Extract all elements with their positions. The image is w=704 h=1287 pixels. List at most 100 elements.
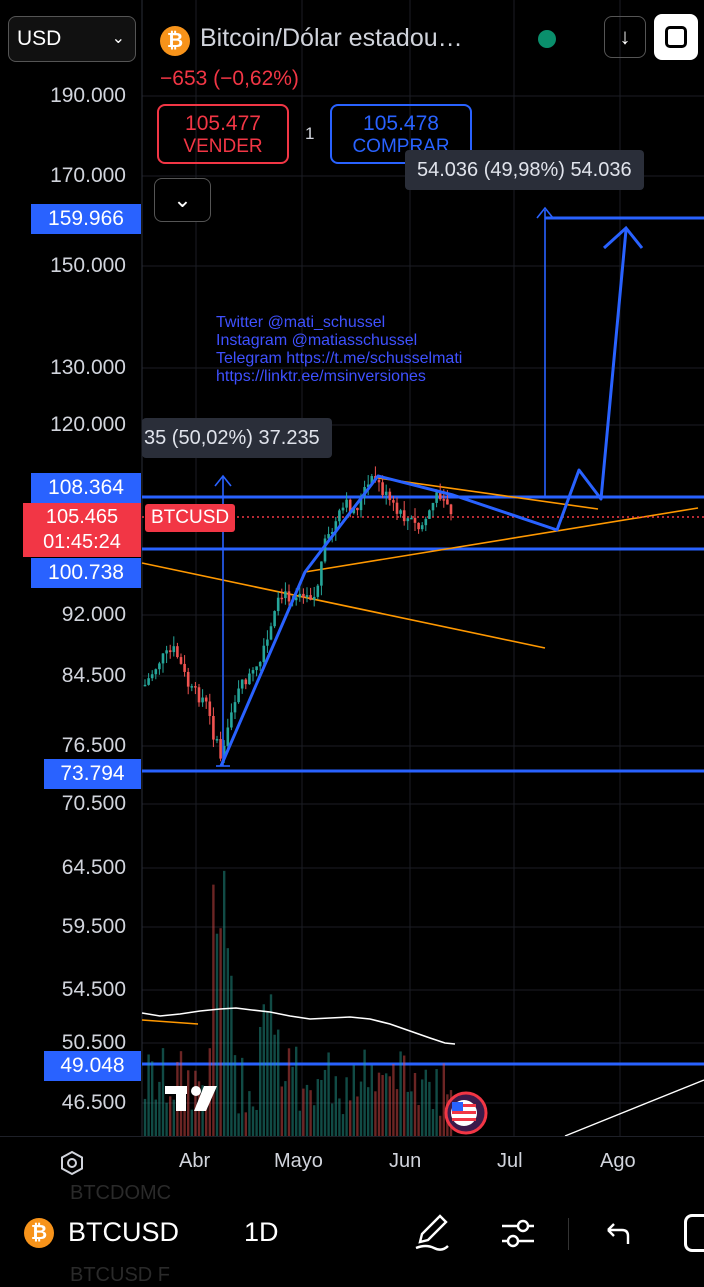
more-tools-icon[interactable] — [684, 1214, 704, 1252]
social-twitter: Twitter @mati_schussel — [216, 314, 386, 331]
volume-bar — [223, 870, 226, 1136]
volume-bar — [194, 1070, 197, 1136]
volume-bar — [338, 1098, 341, 1136]
candle-body — [302, 593, 305, 598]
download-icon: ↓ — [619, 24, 631, 49]
sliders-icon[interactable] — [498, 1214, 538, 1254]
chevron-down-icon: ⌄ — [111, 30, 125, 47]
volume-bar — [161, 1048, 165, 1136]
time-axis[interactable] — [0, 1136, 704, 1188]
candle-body — [262, 645, 266, 663]
current-price-tag: 105.465 01:45:24 — [23, 503, 141, 557]
symbol-header[interactable]: ₿ Bitcoin/Dólar estadou… — [160, 24, 530, 58]
candle-body — [435, 492, 438, 503]
volume-bar — [316, 1079, 319, 1136]
orange-trendlines — [141, 477, 699, 1025]
collapse-button[interactable]: ⌄ — [154, 178, 211, 222]
candle-body — [190, 686, 194, 688]
fullscreen-button[interactable] — [654, 14, 698, 60]
volume-bar — [284, 1081, 287, 1136]
currency-label: USD — [17, 27, 62, 50]
volume-bar — [385, 1073, 388, 1136]
candle-body — [334, 521, 338, 532]
bottom-symbol: BTCUSD — [68, 1217, 180, 1247]
volume-bar — [143, 1098, 147, 1136]
candle-body — [276, 597, 280, 612]
bar-countdown: 01:45:24 — [43, 531, 121, 553]
pencil-icon[interactable] — [412, 1212, 452, 1252]
candle-body — [237, 688, 240, 703]
candle-body — [316, 585, 320, 597]
candle-body — [366, 484, 370, 488]
volume-bar — [269, 994, 273, 1136]
volume-bar — [248, 1091, 251, 1136]
candle-body — [377, 479, 381, 483]
symbol-selector[interactable]: ₿ BTCUSD — [24, 1216, 204, 1252]
volume-bar — [266, 1011, 269, 1136]
volume-bar — [367, 1087, 370, 1136]
volume-bar — [356, 1096, 359, 1136]
download-button[interactable]: ↓ — [604, 16, 646, 58]
undo-icon[interactable] — [602, 1218, 634, 1250]
sell-button[interactable]: 105.477 VENDER — [157, 104, 289, 164]
axis-tick: 170.000 — [50, 164, 126, 187]
volume-bar — [392, 1063, 395, 1136]
bitcoin-icon: ₿ — [160, 26, 190, 56]
axis-tick: 76.500 — [61, 734, 126, 757]
volume-bar — [147, 1054, 150, 1136]
candle-body — [197, 687, 201, 703]
candle-body — [233, 702, 237, 713]
candle-body — [143, 684, 147, 687]
volume-bar — [280, 1086, 283, 1136]
volume-ma-tail — [564, 1079, 704, 1137]
settings-icon[interactable] — [58, 1149, 86, 1177]
volume-bar — [295, 1046, 298, 1136]
time-tick: Mayo — [274, 1150, 323, 1172]
volume-ma-line — [141, 1007, 456, 1045]
candlesticks — [143, 466, 453, 764]
candle-body — [388, 491, 392, 501]
candle-body — [428, 510, 431, 519]
volume-bar — [244, 1112, 247, 1136]
candle-body — [215, 739, 219, 741]
volume-bar — [349, 1100, 352, 1136]
volume-bar — [302, 1088, 305, 1136]
candle-body — [212, 715, 215, 740]
candle-body — [402, 510, 406, 522]
candle-body — [420, 525, 424, 530]
volume-bar — [259, 1026, 262, 1136]
candle-body — [161, 653, 165, 664]
horizontal-levels — [142, 216, 704, 1066]
candle-body — [330, 531, 334, 535]
currency-select[interactable]: USD ⌄ — [8, 16, 136, 62]
candle-body — [406, 518, 410, 522]
candle-body — [384, 491, 388, 495]
price-tag-49048: 49.048 — [44, 1051, 141, 1081]
candle-body — [269, 626, 273, 640]
volume-bar — [410, 1091, 413, 1136]
candle-body — [442, 499, 446, 501]
candle-body — [248, 673, 251, 685]
candle-body — [449, 504, 453, 515]
volume-bar — [370, 1065, 373, 1136]
candle-body — [255, 666, 258, 671]
candle-body — [165, 650, 168, 654]
candle-body — [345, 499, 348, 508]
candle-body — [381, 482, 384, 495]
candle-body — [359, 495, 363, 511]
buy-button[interactable]: 105.478 COMPRAR — [330, 104, 472, 164]
candle-body — [370, 476, 374, 485]
social-watermark: Twitter @mati_schussel Instagram @matias… — [216, 314, 462, 386]
candle-body — [413, 517, 417, 523]
candle-body — [309, 595, 312, 600]
candle-body — [258, 662, 262, 667]
candle-body — [230, 712, 233, 728]
axis-tick: 46.500 — [61, 1091, 126, 1114]
interval-selector[interactable]: 1D — [244, 1217, 279, 1247]
price-tag-100738: 100.738 — [31, 558, 141, 588]
buy-price: 105.478 — [363, 112, 439, 135]
candle-body — [219, 739, 222, 759]
candle-body — [172, 646, 176, 653]
candle-body — [147, 678, 150, 685]
